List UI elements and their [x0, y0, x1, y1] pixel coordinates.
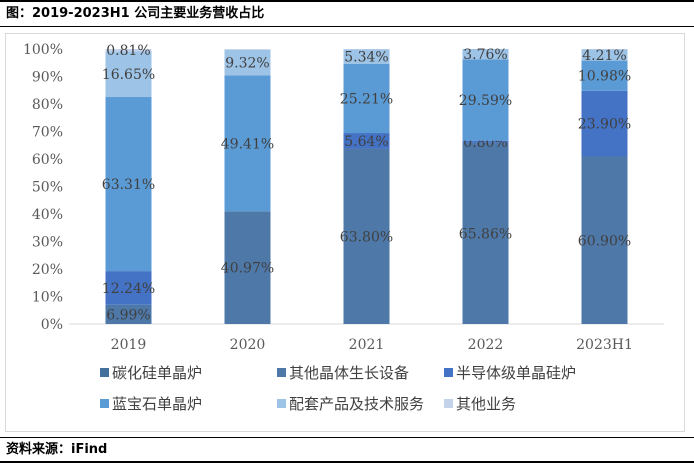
bar-segment: [224, 75, 271, 212]
legend-swatch: [277, 368, 286, 377]
bar-segment: [581, 156, 628, 324]
legend-swatch: [277, 399, 286, 408]
bar-segment: [343, 133, 390, 149]
data-label: 25.21%: [340, 91, 393, 107]
bar-segment: [581, 60, 628, 91]
bar-segment: [224, 211, 271, 324]
bar-segment: [105, 51, 152, 98]
source-note: 资料来源：iFind: [0, 437, 694, 463]
x-category-label: 2019: [111, 337, 147, 353]
y-tick-label: 70%: [32, 125, 63, 141]
bar-segment: [343, 63, 390, 134]
x-category-label: 2020: [230, 337, 266, 353]
y-tick-label: 10%: [32, 290, 63, 306]
x-category-label: 2021: [349, 337, 385, 353]
bar-segment: [462, 59, 509, 141]
y-tick-label: 100%: [23, 42, 63, 58]
x-category-label: 2023H1: [576, 337, 633, 353]
bar-segment: [581, 90, 628, 157]
data-label: 16.65%: [102, 67, 155, 83]
bar-segment: [581, 49, 628, 61]
bar-segment: [105, 271, 152, 305]
data-label: 63.31%: [102, 177, 155, 193]
legend-swatch: [100, 399, 109, 408]
y-tick-label: 20%: [32, 262, 63, 278]
x-category-label: 2022: [468, 337, 504, 353]
data-label: 5.34%: [344, 49, 388, 65]
bar-segment: [105, 97, 152, 272]
legend-label: 其他业务: [456, 395, 516, 413]
legend-label: 配套产品及技术服务: [289, 395, 424, 413]
y-tick-label: 40%: [32, 207, 63, 223]
y-tick-label: 0%: [41, 317, 63, 333]
data-label: 4.21%: [582, 48, 626, 64]
chart-frame: 0% 10% 20% 30% 40% 50% 60% 70% 80% 90% 100% 6.99% 12…: [5, 33, 685, 432]
bar-segment: [105, 49, 152, 52]
data-label: 6.99%: [106, 307, 150, 323]
y-tick-label: 50%: [32, 180, 63, 196]
legend-label: 蓝宝石单晶炉: [112, 395, 202, 413]
data-label: 65.86%: [459, 226, 512, 242]
data-label: 60.90%: [578, 233, 631, 249]
data-label: 63.80%: [340, 229, 393, 245]
bar-segment: [462, 142, 509, 324]
y-tick-label: 80%: [32, 97, 63, 113]
bar-segment: [462, 48, 509, 60]
bar-segment: [343, 148, 390, 324]
figure-title: 图：2019-2023H1 公司主要业务营收占比: [0, 0, 694, 27]
legend-label: 其他晶体生长设备: [289, 364, 409, 382]
data-label: 0.81%: [106, 43, 150, 59]
y-tick-label: 60%: [32, 152, 63, 168]
data-label: 23.90%: [578, 117, 631, 133]
legend-swatch: [100, 368, 109, 377]
data-label: 40.97%: [221, 261, 274, 277]
data-label: 12.24%: [102, 281, 155, 297]
y-tick-label: 90%: [32, 70, 63, 86]
bar-segment: [224, 49, 271, 50]
y-tick-label: 30%: [32, 235, 63, 251]
bar-segment: [343, 49, 390, 50]
legend-swatch: [444, 368, 453, 377]
bar-segment: [105, 304, 152, 324]
bar-segment: [462, 140, 509, 143]
legend-swatch: [444, 399, 453, 408]
bar-segment: [581, 49, 628, 50]
data-label: 10.98%: [578, 69, 631, 85]
data-label: 9.32%: [225, 56, 269, 72]
bar-segment: [343, 49, 390, 64]
data-label: 29.59%: [459, 93, 512, 109]
bar-segment: [224, 49, 271, 76]
data-label: 5.64%: [344, 134, 388, 150]
legend-label: 半导体级单晶硅炉: [456, 364, 576, 382]
data-label: 49.41%: [221, 136, 274, 152]
stacked-bar-chart: 0% 10% 20% 30% 40% 50% 60% 70% 80% 90% 100% 6.99% 12…: [23, 42, 664, 413]
legend-label: 碳化硅单晶炉: [112, 364, 202, 382]
data-label: 3.76%: [463, 47, 507, 63]
